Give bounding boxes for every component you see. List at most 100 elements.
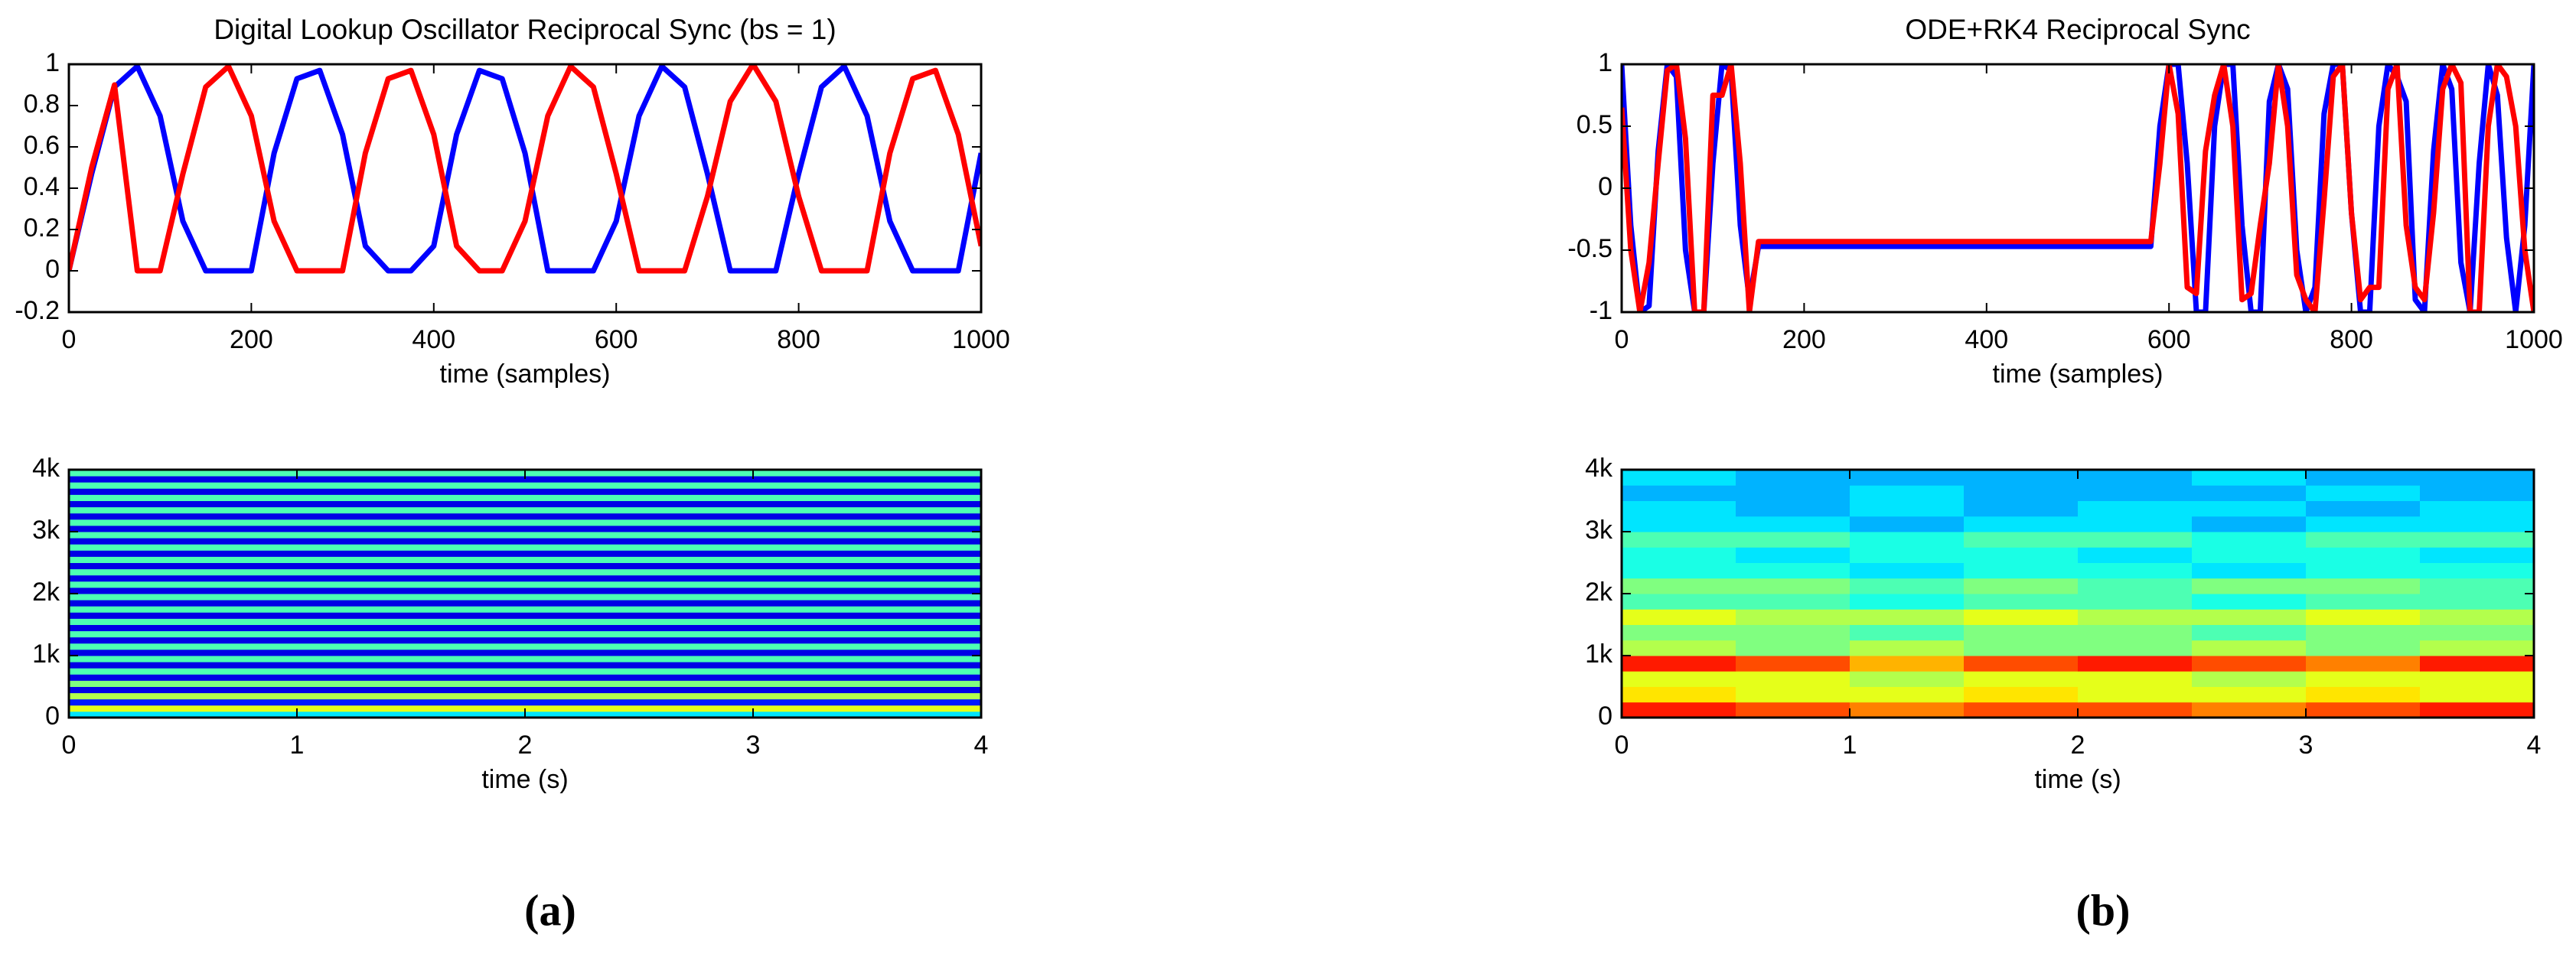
heatmap-cell <box>2078 532 2193 548</box>
heatmap-cell <box>69 594 981 601</box>
y-tick-label: -0.5 <box>1567 234 1612 263</box>
heatmap-cell <box>69 618 981 625</box>
heatmap-cell <box>2192 594 2307 610</box>
y-tick-label: -1 <box>1590 296 1612 325</box>
heatmap-cell <box>69 698 981 706</box>
axes-box <box>67 63 983 314</box>
heatmap-cell <box>2078 686 2193 703</box>
heatmap-cell <box>69 488 981 495</box>
heatmap-cell <box>2192 578 2307 594</box>
heatmap-cell <box>1850 532 1965 548</box>
heatmap-cell <box>1622 532 1736 548</box>
heatmap-cell <box>1964 686 2079 703</box>
heatmap-cell <box>1964 640 2079 656</box>
heatmap-cell <box>2420 500 2534 517</box>
heatmap-cell <box>2420 578 2534 594</box>
heatmap-cell <box>2306 500 2421 517</box>
heatmap-cell <box>1736 547 1850 563</box>
heatmap-cell <box>1850 594 1965 610</box>
heatmap-cell <box>1964 516 2079 532</box>
plot-area <box>1622 470 2534 718</box>
y-tick-label: 0 <box>45 255 60 284</box>
heatmap-cell <box>2420 562 2534 579</box>
heatmap-cell <box>69 612 981 619</box>
panel-label: (b) <box>2076 885 2131 935</box>
heatmap-cell <box>2192 671 2307 687</box>
heatmap-cell <box>2420 516 2534 532</box>
y-tick-label: 4k <box>1585 454 1613 483</box>
x-tick-label: 1 <box>290 731 305 760</box>
heatmap-cell <box>1736 624 1850 641</box>
x-tick-label: 800 <box>777 325 820 354</box>
heatmap-cell <box>2078 671 2193 687</box>
heatmap-cell <box>1736 671 1850 687</box>
heatmap-cell <box>1736 578 1850 594</box>
heatmap-cell <box>1964 532 2079 548</box>
heatmap-cell <box>69 624 981 632</box>
heatmap-cell <box>2420 686 2534 703</box>
heatmap-cell <box>69 556 981 563</box>
heatmap-cell <box>2306 532 2421 548</box>
heatmap-cell <box>2306 547 2421 563</box>
heatmap-cell <box>2306 578 2421 594</box>
x-tick-label: 0 <box>62 731 77 760</box>
x-axis-label: time (samples) <box>1993 360 2164 389</box>
axes-box <box>67 468 983 719</box>
heatmap-cell <box>1736 640 1850 656</box>
heatmap-cell <box>69 494 981 501</box>
heatmap-cell <box>1964 671 2079 687</box>
heatmap-cell <box>69 686 981 694</box>
heatmap-cell <box>1736 500 1850 517</box>
heatmap-cell <box>1964 624 2079 641</box>
heatmap-cell <box>2078 624 2193 641</box>
heatmap-cell <box>2420 656 2534 672</box>
heatmap-cell <box>1850 547 1965 563</box>
heatmap-cell <box>1964 594 2079 610</box>
heatmap-cell <box>69 476 981 483</box>
heatmap-cell <box>1622 609 1736 625</box>
heatmap-cell <box>2192 532 2307 548</box>
heatmap-cell <box>2192 562 2307 579</box>
heatmap-cell <box>2192 485 2307 501</box>
x-tick-label: 1000 <box>952 325 1010 354</box>
y-tick-label: 1 <box>45 48 60 77</box>
y-tick-label: 0.4 <box>24 172 60 201</box>
heatmap-cell <box>2306 562 2421 579</box>
x-tick-label: 400 <box>412 325 455 354</box>
heatmap-cell <box>1964 500 2079 517</box>
heatmap-cell <box>69 636 981 644</box>
y-tick-label: 0 <box>1598 701 1612 731</box>
y-tick-label: 1k <box>1585 640 1613 669</box>
heatmap-cell <box>2192 656 2307 672</box>
x-tick-label: 800 <box>2330 325 2373 354</box>
y-tick-label: 0 <box>45 701 60 731</box>
heatmap-cell <box>69 562 981 570</box>
heatmap-cell <box>2306 701 2421 718</box>
x-tick-label: 1 <box>1843 731 1857 760</box>
y-tick-label: 3k <box>32 516 60 545</box>
x-axis-label: time (s) <box>481 765 568 794</box>
heatmap-cell <box>1964 470 2079 486</box>
y-tick-label: 1k <box>32 640 60 669</box>
heatmap-cell <box>69 680 981 687</box>
heatmap-cell <box>1622 470 1736 486</box>
heatmap-cell <box>1736 532 1850 548</box>
heatmap-cell <box>2078 656 2193 672</box>
y-tick-label: 0.5 <box>1577 110 1612 139</box>
heatmap-cell <box>69 500 981 508</box>
heatmap-cell <box>1850 516 1965 532</box>
heatmap-cell <box>2306 485 2421 501</box>
heatmap-cell <box>69 643 981 650</box>
heatmap-cell <box>2078 516 2193 532</box>
heatmap-cell <box>1736 562 1850 579</box>
heatmap-cell <box>2078 562 2193 579</box>
y-tick-label: 0.6 <box>24 131 60 160</box>
x-tick-label: 400 <box>1965 325 2008 354</box>
heatmap-cell <box>1850 686 1965 703</box>
x-tick-label: 1000 <box>2505 325 2563 354</box>
heatmap-cell <box>69 482 981 489</box>
heatmap-cell <box>2192 640 2307 656</box>
heatmap-cell <box>2192 624 2307 641</box>
heatmap-cell <box>1964 562 2079 579</box>
heatmap-cell <box>1736 516 1850 532</box>
